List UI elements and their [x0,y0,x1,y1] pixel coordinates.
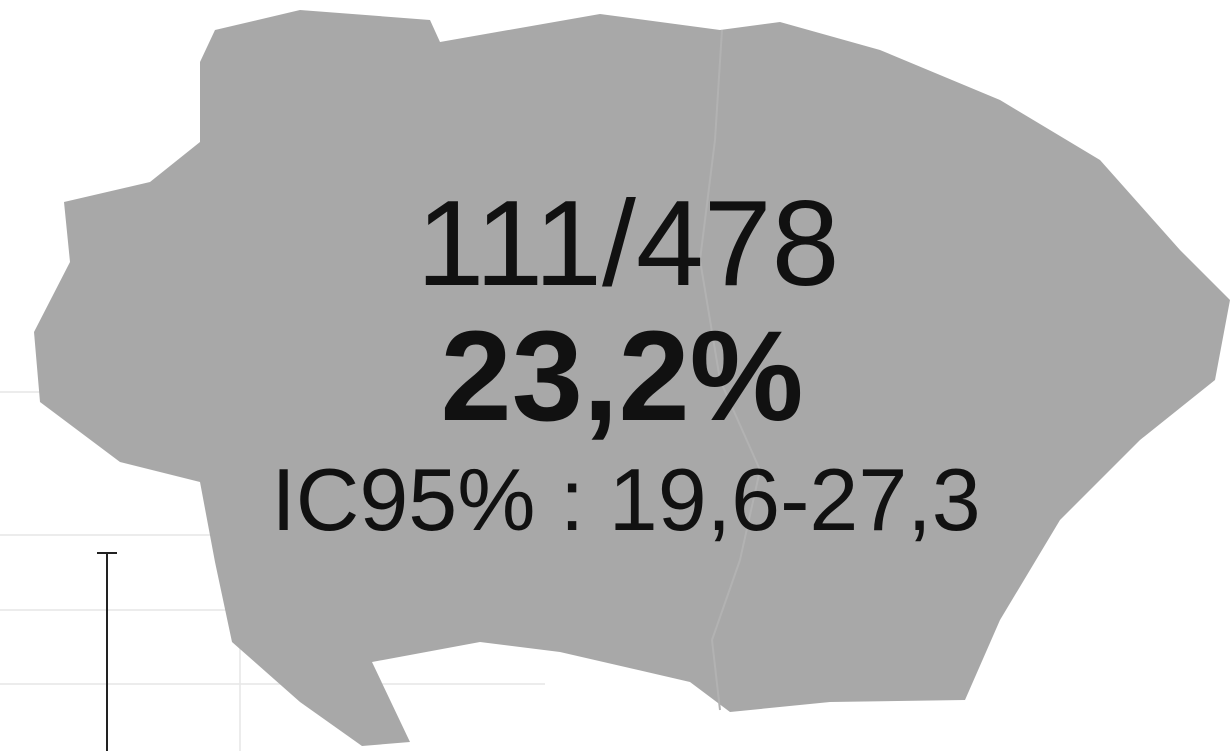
percent-label: 23,2% [441,305,804,448]
region-shape [34,10,1230,746]
region-boundary [698,29,762,711]
count-label: 111/478 [417,175,840,311]
ci-label: IC95% : 19,6-27,3 [271,450,980,549]
error-bar [97,552,117,751]
